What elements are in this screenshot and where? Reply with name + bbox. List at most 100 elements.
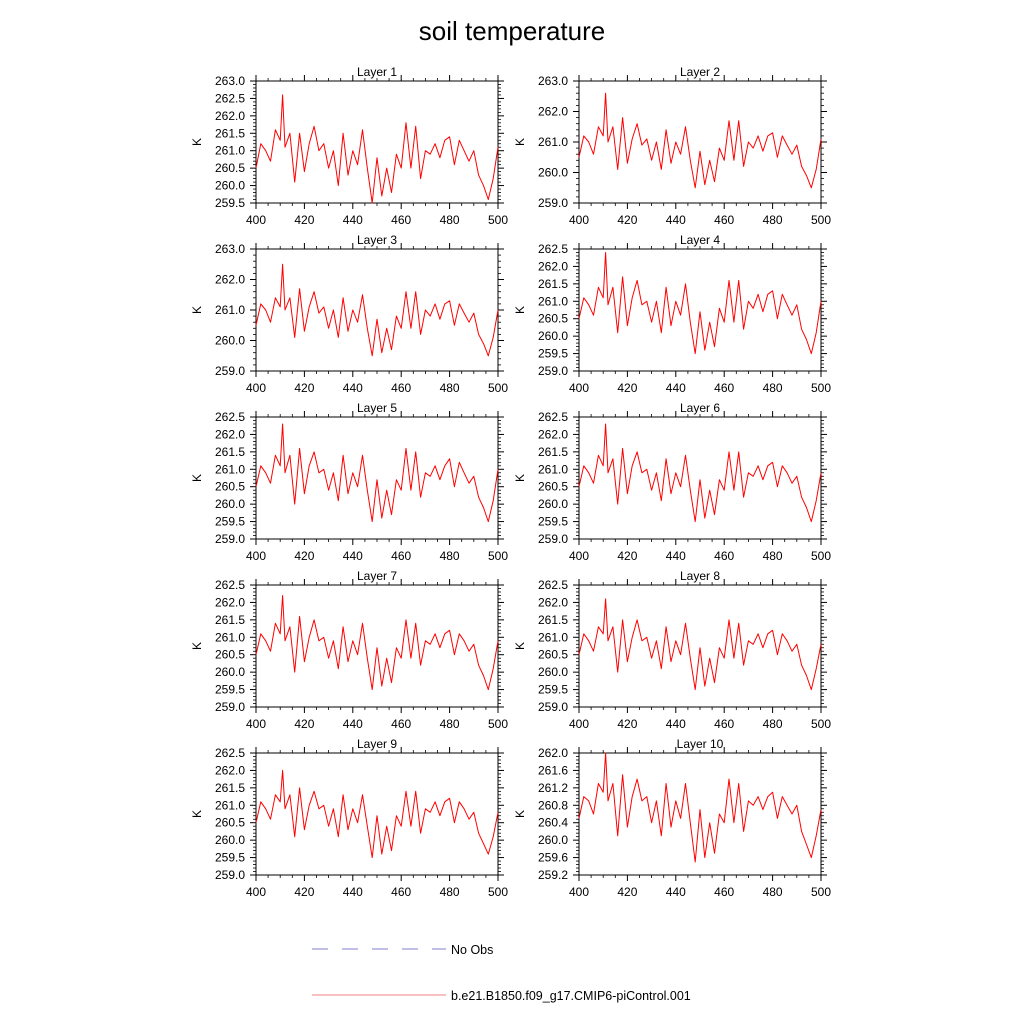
y-tick-label: 262.0 [215,595,245,609]
x-tick-label: 500 [811,549,831,563]
x-tick-label: 420 [294,885,314,899]
y-tick-label: 262.0 [538,746,568,760]
y-tick-label: 261.0 [215,144,245,158]
y-tick-label: 263.0 [215,74,245,88]
y-tick-label: 260.0 [215,665,245,679]
y-tick-label: 261.0 [538,630,568,644]
y-axis-label: K [513,810,527,818]
x-tick-label: 480 [440,381,460,395]
y-tick-label: 260.0 [215,179,245,193]
y-axis-label: K [190,306,204,314]
y-tick-label: 259.6 [538,851,568,865]
y-tick-label: 261.6 [538,763,568,777]
x-tick-label: 400 [246,213,266,227]
y-tick-label: 261.5 [215,445,245,459]
x-tick-label: 480 [440,213,460,227]
y-tick-label: 260.0 [538,665,568,679]
x-tick-label: 440 [343,381,363,395]
x-tick-label: 440 [343,717,363,731]
y-tick-label: 259.5 [215,851,245,865]
y-axis-label: K [513,306,527,314]
series-line-layer-9 [255,769,499,859]
figure-title: soil temperature [419,16,605,46]
y-tick-label: 260.5 [538,312,568,326]
y-tick-label: 260.0 [538,329,568,343]
y-tick-label: 261.5 [215,781,245,795]
y-tick-label: 261.0 [215,630,245,644]
x-tick-label: 480 [440,885,460,899]
panel-layer-2: Layer 2 K 259.0 260.0 261.0 262.0 263.0 400 420 4… [513,65,831,227]
x-tick-label: 480 [763,213,783,227]
panel-layer-10: Layer 10 K 259.2 259.6 260.0 260.4 260.8 261.2 2… [513,737,831,899]
panel-title: Layer 6 [680,401,720,415]
x-tick-label: 420 [617,717,637,731]
y-axis-label: K [190,642,204,650]
y-tick-label: 262.0 [538,427,568,441]
y-tick-label: 262.0 [215,427,245,441]
x-tick-label: 440 [666,717,686,731]
y-tick-label: 262.5 [215,578,245,592]
y-tick-label: 260.0 [215,833,245,847]
x-tick-label: 440 [666,381,686,395]
y-tick-label: 259.5 [215,515,245,529]
legend-model-label: b.e21.B1850.f09_g17.CMIP6-piControl.001 [451,989,691,1003]
x-tick-label: 420 [617,213,637,227]
y-tick-label: 261.5 [538,445,568,459]
x-tick-label: 420 [294,381,314,395]
series-line-layer-1 [255,94,499,204]
panel-title: Layer 9 [357,737,397,751]
panel-layer-6: Layer 6 K 259.0 259.5 260.0 260.5 261.0 261.5 26… [513,401,831,563]
y-tick-label: 259.0 [538,532,568,546]
panel-title: Layer 8 [680,569,720,583]
x-tick-label: 400 [246,885,266,899]
x-tick-label: 500 [811,213,831,227]
y-tick-label: 259.5 [538,515,568,529]
panel-title: Layer 4 [680,233,720,247]
panel-layer-1: Layer 1 K 259.5 260.0 260.5 261.0 261.5 262.0 26… [190,65,508,227]
x-tick-label: 400 [246,717,266,731]
x-tick-label: 460 [714,549,734,563]
y-tick-label: 262.0 [538,595,568,609]
x-tick-label: 500 [488,885,508,899]
x-tick-label: 400 [569,885,589,899]
x-tick-label: 480 [763,885,783,899]
series-line-layer-10 [578,752,822,863]
y-tick-label: 260.0 [538,497,568,511]
y-tick-label: 262.5 [215,91,245,105]
y-tick-label: 262.5 [538,578,568,592]
x-tick-label: 460 [391,885,411,899]
x-tick-label: 460 [391,381,411,395]
x-tick-label: 460 [714,381,734,395]
panel-title: Layer 10 [677,737,724,751]
x-tick-label: 420 [294,549,314,563]
x-tick-label: 480 [440,717,460,731]
series-line-layer-7 [255,595,499,691]
panel-title: Layer 1 [357,65,397,79]
panel-layer-5: Layer 5 K 259.0 259.5 260.0 260.5 261.0 261.5 26… [190,401,508,563]
panel-title: Layer 7 [357,569,397,583]
x-tick-label: 460 [714,885,734,899]
y-axis-label: K [513,138,527,146]
x-tick-label: 480 [763,717,783,731]
y-tick-label: 263.0 [215,242,245,256]
y-tick-label: 261.0 [215,303,245,317]
y-tick-label: 259.0 [538,364,568,378]
legend-obs-label: No Obs [451,943,493,957]
y-tick-label: 259.0 [215,700,245,714]
series-line-layer-8 [578,598,822,691]
panel-layer-7: Layer 7 K 259.0 259.5 260.0 260.5 261.0 261.5 26… [190,569,508,731]
y-tick-label: 259.0 [215,532,245,546]
legend: No Obs b.e21.B1850.f09_g17.CMIP6-piContr… [312,943,691,1003]
x-tick-label: 440 [666,549,686,563]
x-tick-label: 460 [714,213,734,227]
x-tick-label: 500 [488,717,508,731]
y-tick-label: 259.5 [215,683,245,697]
y-tick-label: 259.2 [538,868,568,882]
x-tick-label: 440 [666,213,686,227]
x-tick-label: 460 [391,213,411,227]
y-axis-label: K [190,810,204,818]
y-tick-label: 260.0 [215,334,245,348]
series-line-layer-5 [255,423,499,523]
y-tick-label: 259.5 [538,347,568,361]
y-tick-label: 260.8 [538,798,568,812]
